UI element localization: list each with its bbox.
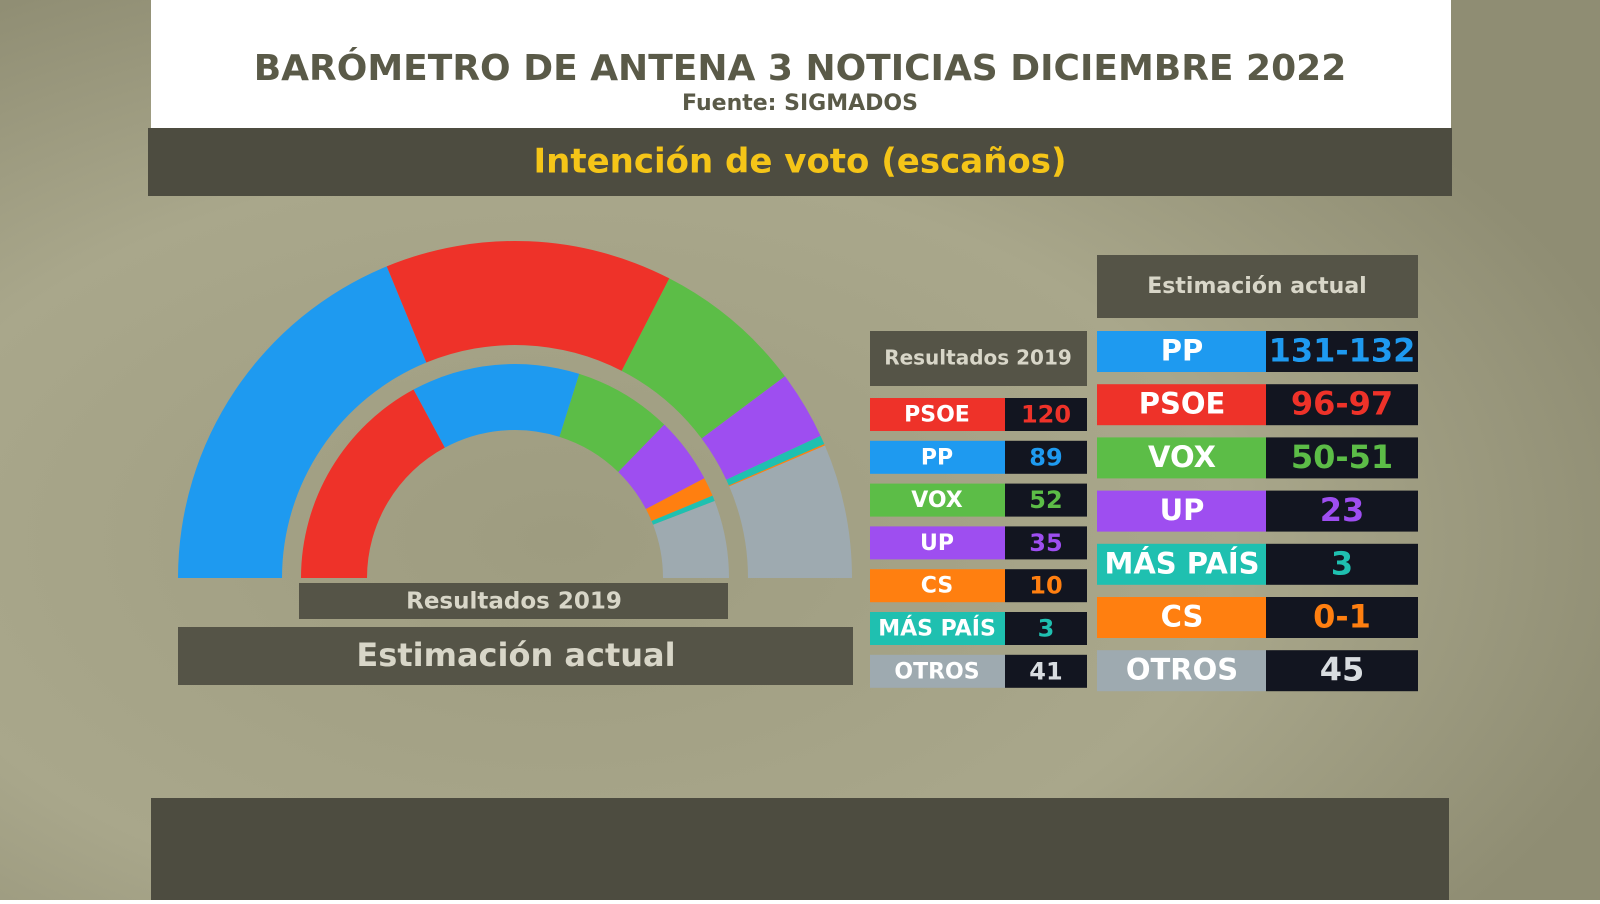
- value-cell: [1266, 490, 1418, 532]
- seat-value: 50-51: [1291, 438, 1393, 476]
- table-estimate-header: [1097, 255, 1418, 318]
- party-name: OTROS: [894, 659, 979, 684]
- section-title: Intención de voto (escaños): [533, 142, 1066, 182]
- party-name: CS: [1161, 600, 1204, 634]
- party-name: PSOE: [1139, 387, 1226, 421]
- tables: PSOE 120 PP 89 VOX 52 UP 35 CS 10 MÁS PAÍS 3 OTROS 41…: [870, 331, 1418, 692]
- party-cell: [870, 526, 1005, 560]
- party-cell: [1097, 650, 1266, 692]
- section-band: [148, 128, 1452, 196]
- table-estimate-title: Estimación actual: [1147, 274, 1366, 299]
- value-cell: [1005, 483, 1087, 517]
- value-cell: [1005, 612, 1087, 645]
- results-arc: [618, 424, 705, 510]
- results-arc: [651, 495, 715, 525]
- seat-value: 3: [1331, 544, 1353, 582]
- value-cell: [1266, 331, 1418, 372]
- seat-value: 131-132: [1269, 332, 1416, 370]
- results-arc: [413, 363, 580, 448]
- value-cell: [1005, 440, 1087, 474]
- table-2019-header: [870, 331, 1087, 386]
- party-cell: [1097, 490, 1266, 532]
- party-name: VOX: [1148, 440, 1216, 474]
- header-box: [151, 0, 1451, 128]
- value-cell: [1005, 398, 1087, 431]
- seat-value: 41: [1029, 657, 1062, 685]
- estimate-arc: [726, 435, 825, 486]
- party-name: PSOE: [904, 403, 970, 428]
- results-arc: [645, 478, 713, 522]
- value-cell: [1005, 569, 1087, 603]
- outer-label: Estimación actual: [356, 636, 675, 674]
- seat-value: 52: [1029, 486, 1062, 514]
- title: BARÓMETRO DE ANTENA 3 NOTICIAS DICIEMBRE…: [254, 47, 1347, 89]
- value-cell: [1266, 650, 1418, 692]
- party-cell: [1097, 437, 1266, 479]
- party-cell: [1097, 597, 1266, 638]
- party-name: PP: [921, 445, 953, 470]
- results-arc: [559, 373, 665, 472]
- seat-value: 35: [1029, 529, 1062, 557]
- party-cell: [1097, 543, 1266, 585]
- value-cell: [1266, 597, 1418, 638]
- estimate-arc: [729, 445, 852, 578]
- seat-value: 0-1: [1313, 598, 1371, 636]
- estimate-arc: [701, 376, 821, 480]
- seat-value: 3: [1038, 615, 1055, 643]
- value-cell: [1266, 384, 1418, 426]
- party-cell: [1097, 331, 1266, 372]
- party-cell: [870, 654, 1005, 688]
- results-arc: [301, 389, 445, 578]
- party-name: MÁS PAÍS: [878, 616, 996, 642]
- party-cell: [870, 569, 1005, 603]
- value-cell: [1005, 526, 1087, 560]
- seat-value: 23: [1320, 491, 1365, 529]
- inner-label: Resultados 2019: [406, 589, 622, 615]
- inner-label-box: [299, 583, 728, 619]
- value-cell: [1266, 437, 1418, 479]
- party-name: OTROS: [1126, 653, 1238, 687]
- bottom-band: [151, 798, 1449, 900]
- seat-value: 96-97: [1291, 385, 1393, 423]
- seat-value: 45: [1320, 651, 1365, 689]
- results-arc: [653, 501, 729, 578]
- source: Fuente: SIGMADOS: [682, 91, 918, 116]
- party-cell: [870, 483, 1005, 517]
- party-cell: [870, 398, 1005, 431]
- table-2019-title: Resultados 2019: [884, 346, 1072, 370]
- party-cell: [870, 612, 1005, 645]
- value-cell: [1266, 543, 1418, 585]
- party-cell: [870, 440, 1005, 474]
- seat-value: 10: [1029, 572, 1062, 600]
- estimate-arc: [386, 240, 670, 371]
- party-name: UP: [920, 531, 954, 556]
- party-name: PP: [1161, 334, 1204, 368]
- outer-label-box: [178, 627, 853, 685]
- party-name: CS: [921, 574, 953, 599]
- party-name: UP: [1160, 493, 1205, 527]
- seat-value: 89: [1029, 443, 1062, 471]
- party-name: MÁS PAÍS: [1105, 546, 1260, 580]
- seat-value: 120: [1021, 401, 1071, 429]
- estimate-arc: [178, 266, 427, 578]
- parliament-chart: [178, 240, 852, 578]
- estimate-arc: [621, 278, 785, 439]
- party-cell: [1097, 384, 1266, 426]
- party-name: VOX: [911, 488, 963, 513]
- estimate-arc: [728, 444, 825, 487]
- value-cell: [1005, 654, 1087, 688]
